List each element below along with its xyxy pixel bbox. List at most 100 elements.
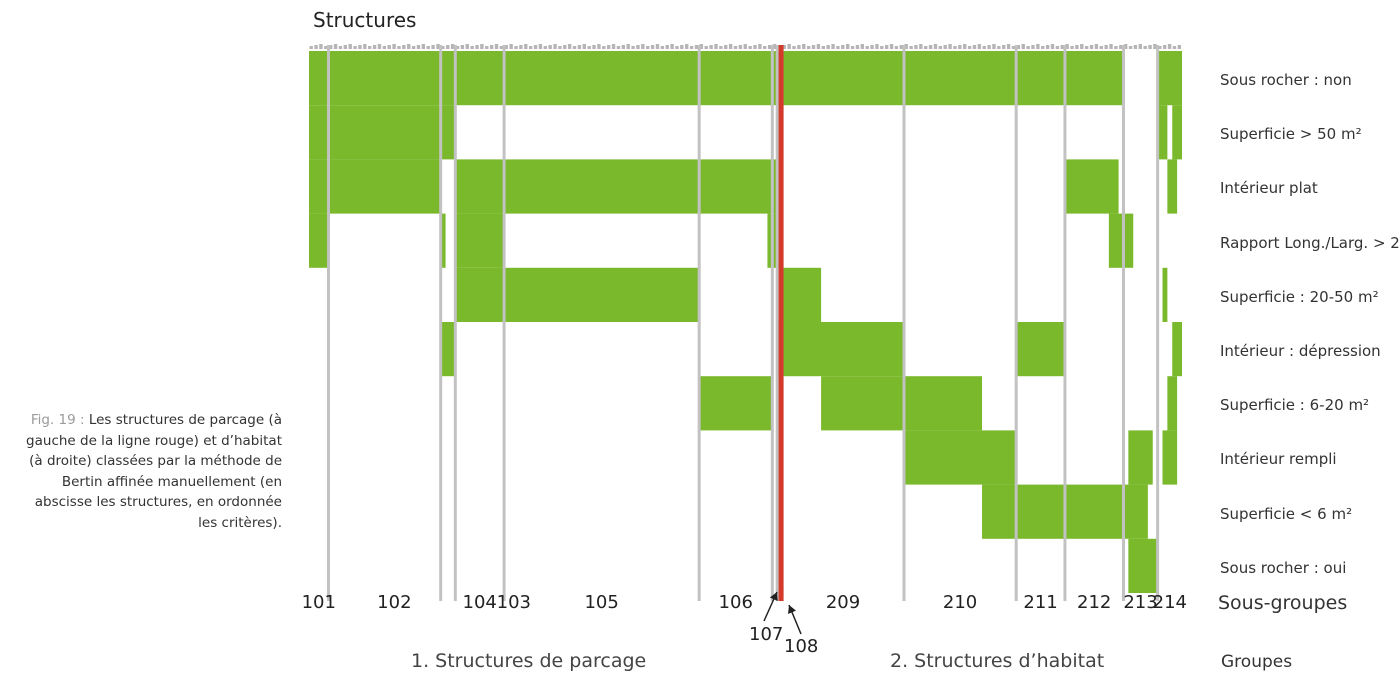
matrix-cell xyxy=(309,105,456,160)
structure-id-tick xyxy=(992,44,996,49)
subgroup-label-210: 210 xyxy=(942,592,978,613)
figure-caption: Fig. 19 : Les structures de parcage (à g… xyxy=(20,410,282,533)
structure-id-tick xyxy=(416,45,421,49)
structure-id-tick xyxy=(680,45,684,49)
criterion-label: Sous rocher : non xyxy=(1220,71,1352,89)
structure-id-tick xyxy=(465,44,469,49)
structure-id-tick xyxy=(724,45,728,49)
subgroup-separator xyxy=(453,45,457,601)
structure-id-tick xyxy=(436,44,440,49)
structure-id-tick xyxy=(587,46,591,49)
structure-id-tick xyxy=(860,44,864,49)
criterion-label: Intérieur rempli xyxy=(1220,450,1337,469)
structure-id-tick xyxy=(953,46,957,49)
subgroup-label-102: 102 xyxy=(377,592,412,613)
structure-id-tick xyxy=(421,44,426,49)
structure-id-tick xyxy=(538,44,543,49)
structure-id-tick xyxy=(1036,44,1040,49)
matrix-cell xyxy=(1064,159,1119,214)
structure-id-tick xyxy=(411,46,416,49)
structure-id-tick xyxy=(850,46,855,49)
structure-id-tick xyxy=(514,46,518,49)
structure-id-tick xyxy=(1109,44,1113,49)
structure-id-tick xyxy=(607,45,611,49)
structure-id-tick xyxy=(1123,44,1128,49)
structure-id-tick xyxy=(845,44,850,49)
structure-id-tick xyxy=(338,46,343,49)
subgroup-label-101: 101 xyxy=(301,592,336,613)
matrix-cell xyxy=(440,213,446,268)
structure-id-tick xyxy=(324,46,328,49)
structure-id-tick xyxy=(1031,45,1035,49)
structure-id-tick xyxy=(899,45,904,49)
structure-id-tick xyxy=(631,46,635,49)
structure-id-tick xyxy=(329,45,333,49)
structure-id-tick xyxy=(792,46,796,49)
structure-id-tick xyxy=(655,44,660,49)
subgroup-separator xyxy=(1063,45,1067,601)
structure-id-tick xyxy=(767,45,772,49)
structure-id-tick xyxy=(1138,44,1142,49)
structure-id-tick xyxy=(928,45,933,49)
structure-id-tick xyxy=(919,44,923,49)
matrix-cell xyxy=(1172,322,1182,377)
structure-id-tick xyxy=(431,45,435,49)
caption-lead: Fig. 19 : xyxy=(30,412,89,428)
structure-id-tick xyxy=(636,45,640,49)
structure-id-tick xyxy=(582,44,586,49)
criterion-label: Superficie < 6 m² xyxy=(1220,504,1353,523)
subgroup-label-209: 209 xyxy=(825,592,861,613)
structure-id-tick xyxy=(806,46,811,49)
structure-id-tick xyxy=(1060,45,1064,49)
annotation-108: 108 xyxy=(784,636,819,657)
structure-id-tick xyxy=(563,45,567,49)
structure-id-tick xyxy=(358,45,362,49)
structure-id-tick xyxy=(665,45,669,49)
matrix-cell xyxy=(1157,51,1182,106)
structure-id-tick xyxy=(816,44,821,49)
chart-title: Structures xyxy=(313,8,417,32)
structure-id-tick xyxy=(821,46,825,49)
matrix-cell xyxy=(1167,376,1178,431)
matrix-cell xyxy=(1167,159,1178,214)
subgroup-label-104: 104 xyxy=(462,592,497,613)
structure-id-tick xyxy=(504,45,508,49)
matrix-cell xyxy=(1128,430,1153,485)
structure-id-tick xyxy=(865,46,869,49)
structure-id-tick xyxy=(353,46,357,49)
matrix-cell xyxy=(455,213,505,268)
structure-id-tick xyxy=(948,44,952,49)
structure-id-tick xyxy=(1026,46,1030,49)
structure-id-tick xyxy=(1099,46,1103,49)
structure-id-tick xyxy=(616,46,621,49)
structure-id-tick xyxy=(528,46,533,49)
structure-id-tick xyxy=(963,44,967,49)
structure-id-tick xyxy=(343,45,348,49)
structure-id-tick xyxy=(958,45,962,49)
structure-id-tick xyxy=(553,44,557,49)
criterion-label: Superficie : 20-50 m² xyxy=(1220,287,1379,306)
structure-id-tick xyxy=(787,44,791,49)
structure-id-tick xyxy=(499,46,504,49)
structure-id-tick xyxy=(567,44,572,49)
structure-id-tick xyxy=(621,45,626,49)
subgroup-separator xyxy=(502,45,506,601)
structure-id-tick xyxy=(1002,45,1006,49)
structure-id-tick xyxy=(494,44,499,49)
structure-id-tick xyxy=(480,44,484,49)
structure-id-tick xyxy=(533,45,538,49)
structure-id-tick xyxy=(704,46,708,49)
structure-id-tick xyxy=(997,46,1001,49)
subgroups-heading: Sous-groupes xyxy=(1218,592,1348,614)
subgroup-separator xyxy=(1014,45,1018,601)
structure-id-tick xyxy=(685,44,689,49)
structure-id-tick xyxy=(543,46,547,49)
structure-id-tick xyxy=(548,45,552,49)
structure-id-tick xyxy=(870,45,874,49)
structure-id-tick xyxy=(719,46,723,49)
matrix-cell xyxy=(1162,430,1178,485)
structure-id-tick xyxy=(977,44,982,49)
criterion-label: Superficie > 50 m² xyxy=(1220,125,1362,144)
structure-id-tick xyxy=(748,46,752,49)
structure-id-tick xyxy=(714,44,718,49)
